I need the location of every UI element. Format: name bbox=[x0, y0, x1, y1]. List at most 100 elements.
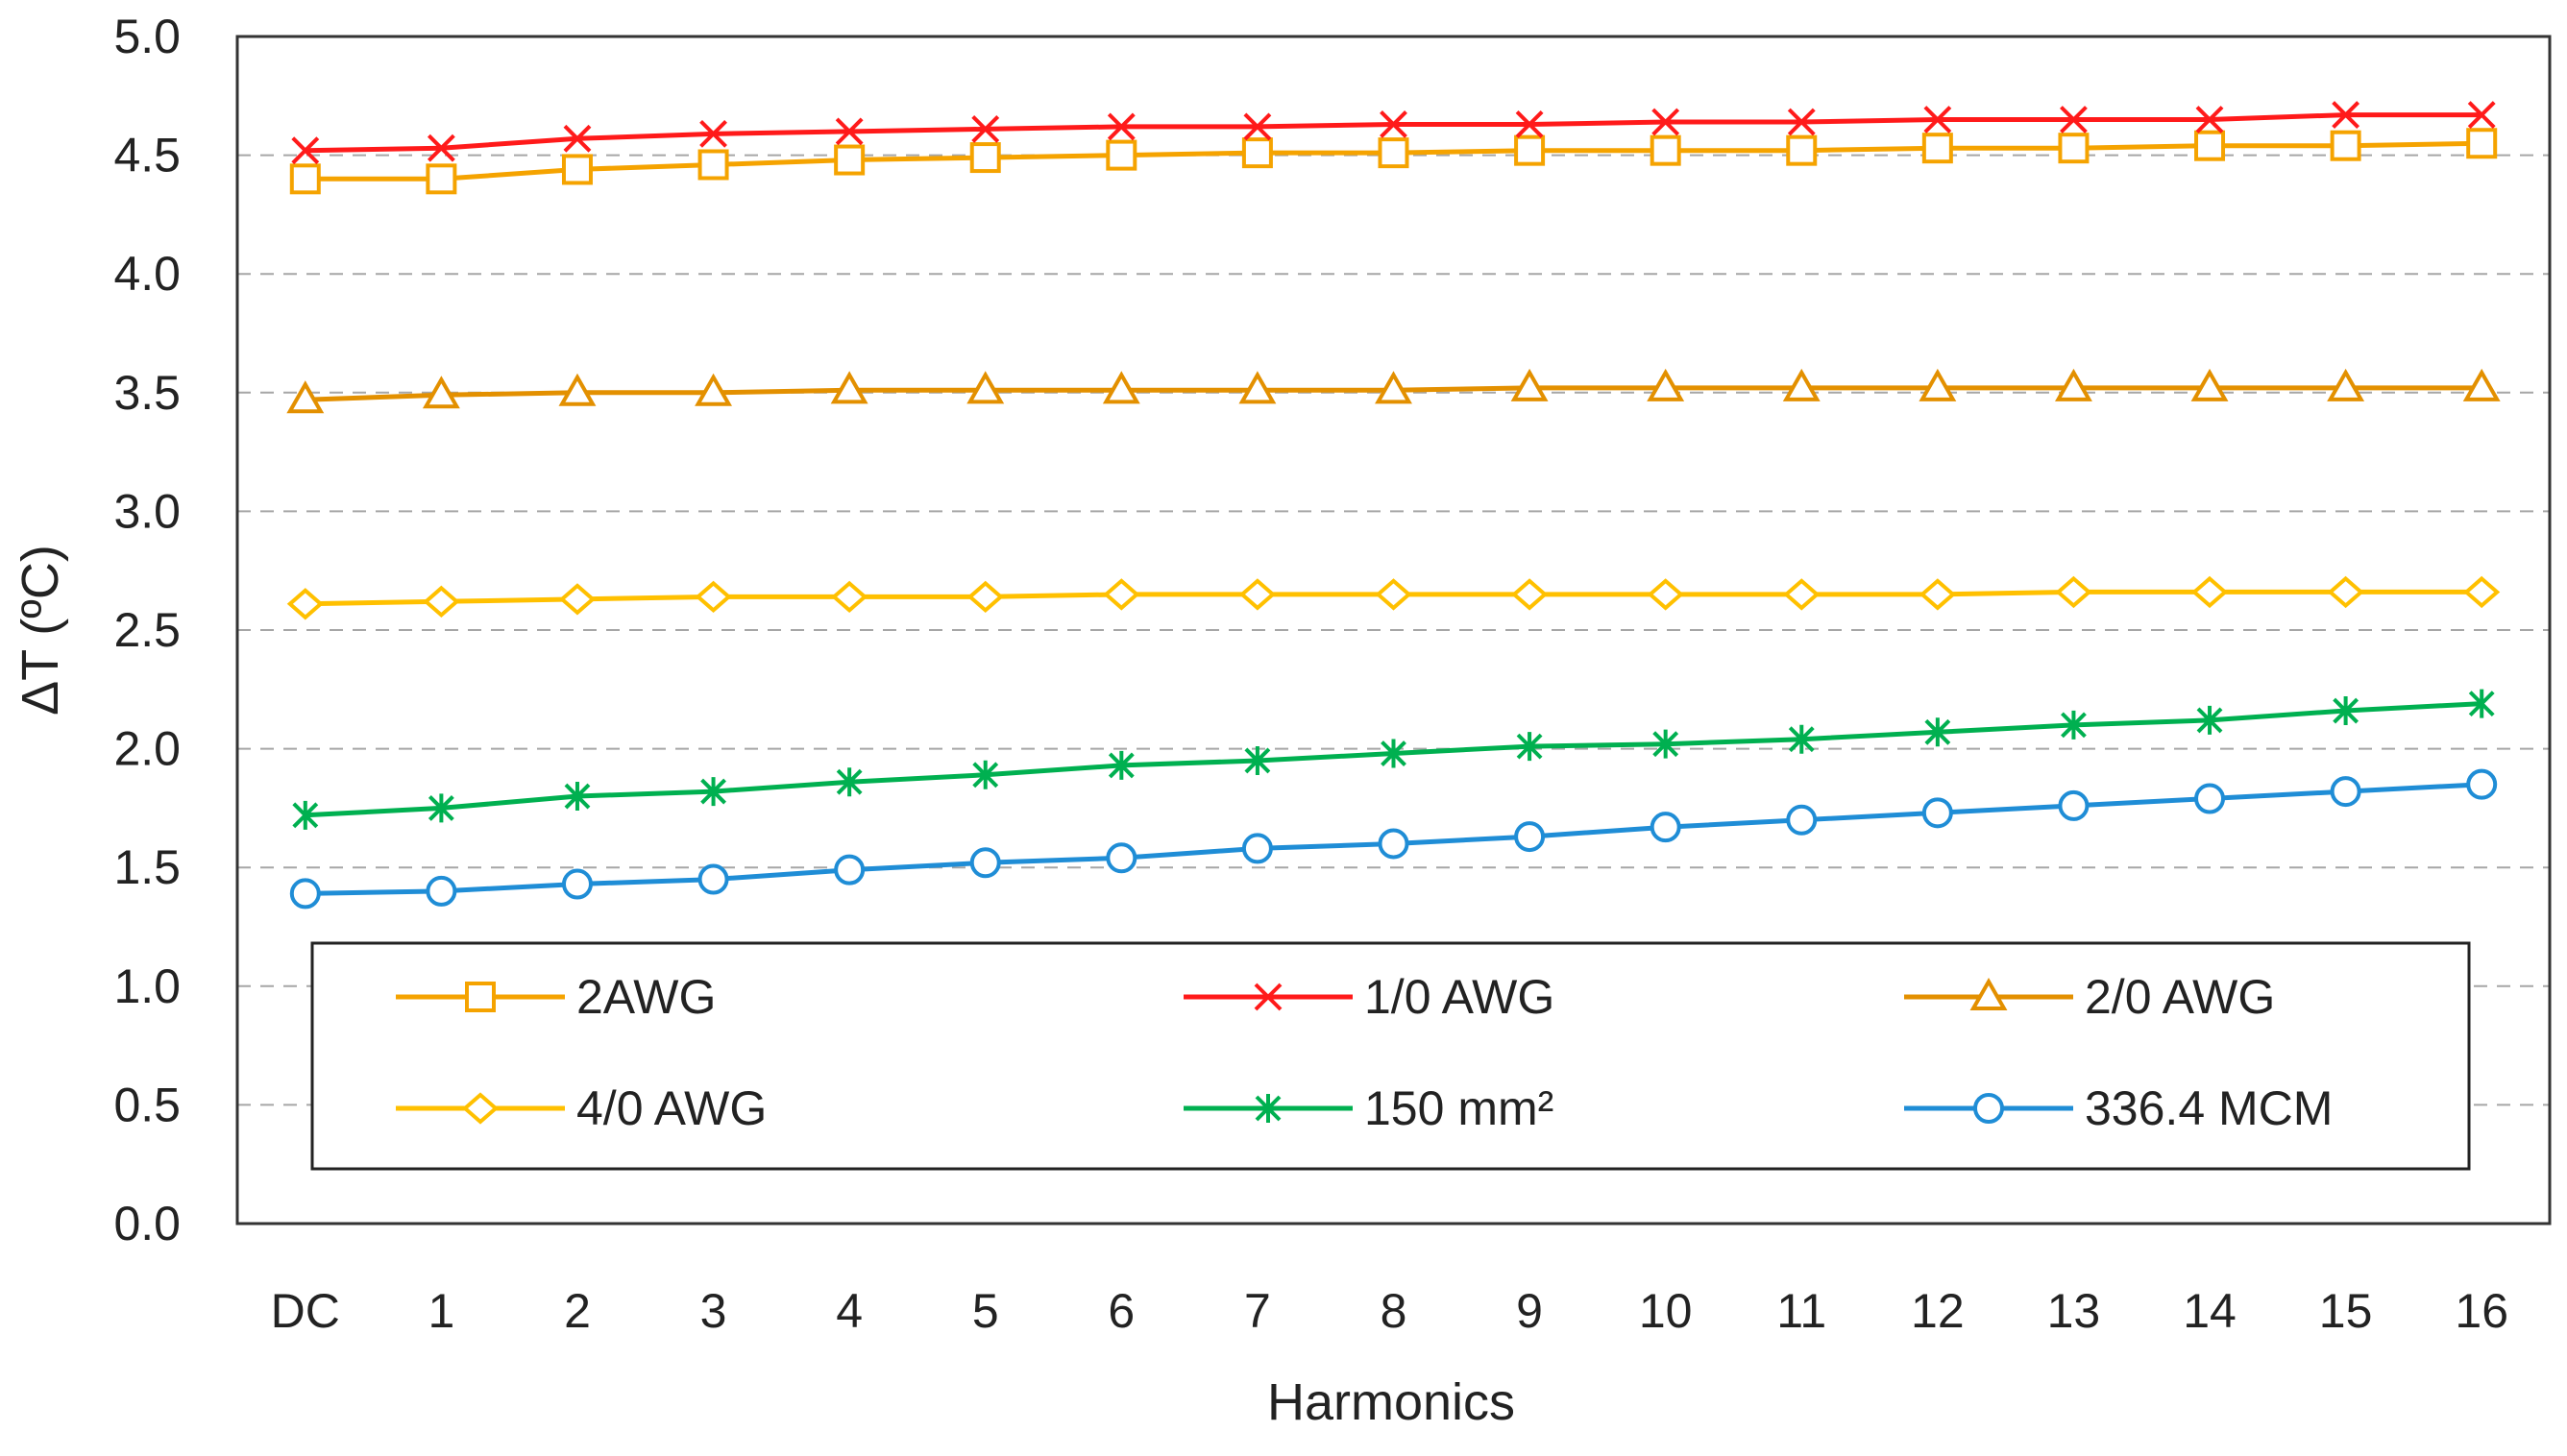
data-point-x bbox=[1651, 108, 1680, 136]
data-point-square bbox=[289, 163, 321, 195]
legend-label: 150 mm² bbox=[1364, 1081, 1553, 1135]
data-point-circle bbox=[969, 847, 1001, 879]
plot-area-frame bbox=[235, 35, 2552, 1225]
x-tick-label: 2 bbox=[564, 1284, 591, 1338]
data-point-square bbox=[465, 982, 496, 1012]
data-point-square bbox=[2330, 130, 2361, 161]
series-3 bbox=[286, 575, 2501, 620]
legend-item: 150 mm² bbox=[1184, 1081, 1553, 1135]
data-point-x bbox=[1243, 112, 1272, 141]
data-point-diamond bbox=[2463, 575, 2501, 609]
x-tick-label: 8 bbox=[1381, 1284, 1407, 1338]
series-2 bbox=[286, 368, 2501, 414]
data-point-square bbox=[561, 154, 593, 185]
data-point-diamond bbox=[461, 1092, 500, 1125]
data-point-circle bbox=[2330, 776, 2361, 808]
series-5 bbox=[289, 768, 2498, 910]
data-point-triangle bbox=[1647, 368, 1685, 401]
y-axis-ticks: 0.0 0.5 1.0 1.5 2.0 2.5 3.0 3.5 4.0 4.5 5.0 bbox=[113, 10, 181, 1250]
data-point-x bbox=[1923, 106, 1952, 133]
legend-label: 2/0 AWG bbox=[2085, 970, 2275, 1024]
legend-item: 336.4 MCM bbox=[1904, 1081, 2333, 1135]
x-tick-label: 15 bbox=[2319, 1284, 2373, 1338]
data-point-square bbox=[1650, 134, 1681, 166]
x-tick-label: 10 bbox=[1639, 1284, 1693, 1338]
x-tick-label: 1 bbox=[428, 1284, 454, 1338]
x-axis-title: Harmonics bbox=[1267, 1373, 1515, 1431]
data-point-diamond bbox=[1511, 578, 1549, 611]
x-tick-label: 11 bbox=[1776, 1284, 1826, 1338]
x-tick-label: 12 bbox=[1911, 1284, 1965, 1338]
data-point-square bbox=[1786, 134, 1818, 166]
x-tick-label: DC bbox=[271, 1284, 340, 1338]
data-point-square bbox=[834, 144, 866, 176]
data-point-square bbox=[1106, 139, 1137, 171]
y-tick-label: 4.0 bbox=[113, 247, 181, 301]
data-point-square bbox=[1514, 134, 1546, 166]
data-point-asterisk bbox=[1924, 717, 1951, 747]
data-point-square bbox=[969, 142, 1001, 174]
data-point-square bbox=[426, 163, 457, 195]
y-tick-label: 0.5 bbox=[113, 1078, 181, 1131]
data-point-asterisk bbox=[2061, 710, 2087, 740]
data-point-x bbox=[1380, 110, 1407, 138]
data-point-triangle bbox=[1375, 371, 1412, 404]
data-point-asterisk bbox=[1788, 724, 1815, 754]
data-point-triangle bbox=[1969, 977, 2008, 1010]
data-point-x bbox=[427, 133, 455, 162]
data-point-circle bbox=[1241, 833, 1273, 864]
data-point-asterisk bbox=[1244, 745, 1271, 775]
data-point-diamond bbox=[1103, 578, 1140, 611]
data-point-asterisk bbox=[2468, 689, 2495, 718]
x-tick-label: 6 bbox=[1108, 1284, 1135, 1338]
data-point-x bbox=[699, 119, 727, 148]
data-point-diamond bbox=[2190, 575, 2229, 609]
y-tick-label: 4.5 bbox=[113, 129, 181, 182]
data-point-circle bbox=[2058, 789, 2090, 821]
data-point-diamond bbox=[695, 580, 732, 614]
data-point-asterisk bbox=[564, 782, 591, 812]
data-point-asterisk bbox=[700, 777, 726, 807]
data-point-circle bbox=[2466, 768, 2498, 800]
y-tick-label: 3.5 bbox=[113, 366, 181, 420]
data-point-asterisk bbox=[1652, 729, 1679, 759]
data-point-circle bbox=[1106, 842, 1137, 874]
data-point-triangle bbox=[2190, 368, 2229, 401]
data-point-square bbox=[1921, 133, 1953, 164]
data-point-circle bbox=[1514, 821, 1546, 853]
series-4 bbox=[292, 689, 2495, 830]
data-point-square bbox=[2194, 130, 2226, 161]
data-point-diamond bbox=[558, 583, 597, 616]
series-1 bbox=[291, 101, 2496, 165]
series-layer bbox=[286, 101, 2501, 910]
data-point-triangle bbox=[1510, 368, 1549, 401]
data-point-diamond bbox=[2327, 575, 2364, 609]
y-axis-title: ΔT (ºC) bbox=[12, 545, 69, 716]
data-point-diamond bbox=[2055, 575, 2092, 609]
x-tick-label: 16 bbox=[2455, 1284, 2508, 1338]
data-point-x bbox=[1254, 983, 1283, 1011]
data-point-asterisk bbox=[428, 793, 454, 823]
data-point-asterisk bbox=[1108, 750, 1135, 780]
data-point-circle bbox=[697, 863, 729, 895]
data-point-asterisk bbox=[972, 760, 999, 789]
data-point-asterisk bbox=[836, 767, 863, 797]
legend-label: 1/0 AWG bbox=[1364, 970, 1554, 1024]
x-tick-label: 5 bbox=[972, 1284, 999, 1338]
data-point-square bbox=[1378, 137, 1409, 169]
data-point-diamond bbox=[423, 585, 460, 618]
data-point-square bbox=[2058, 133, 2090, 164]
data-point-circle bbox=[1378, 828, 1409, 860]
data-point-circle bbox=[1973, 1093, 2004, 1124]
data-point-x bbox=[835, 117, 864, 146]
data-point-diamond bbox=[831, 580, 868, 614]
data-point-square bbox=[2466, 128, 2498, 159]
data-point-asterisk bbox=[1516, 732, 1543, 762]
series-0 bbox=[289, 128, 2498, 195]
y-tick-label: 3.0 bbox=[113, 484, 181, 538]
y-tick-label: 2.0 bbox=[113, 722, 181, 776]
data-point-x bbox=[2060, 106, 2088, 133]
data-point-circle bbox=[289, 878, 321, 910]
data-point-circle bbox=[1921, 797, 1953, 829]
